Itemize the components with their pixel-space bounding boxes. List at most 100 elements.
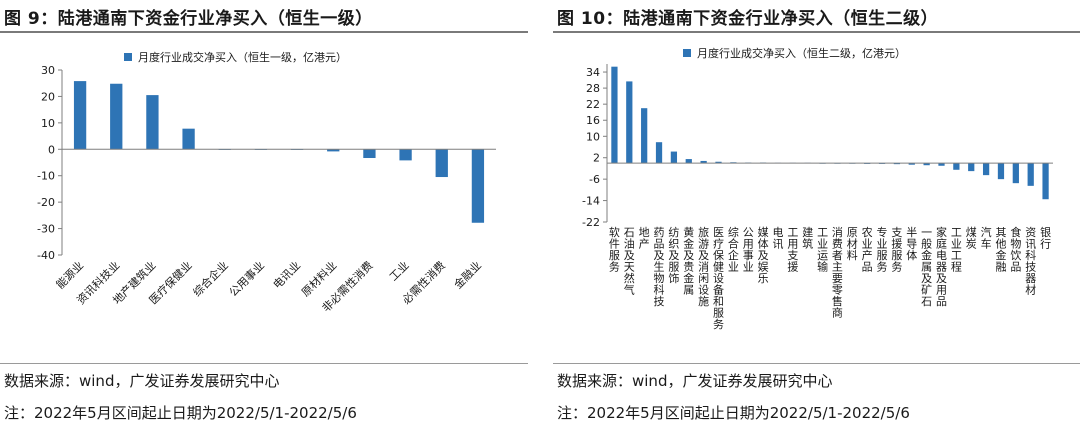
y-tick-label: -20 <box>37 196 55 209</box>
category-label: 公用事业 <box>227 259 267 299</box>
category-label: 一般金属及矿石 <box>921 226 932 308</box>
category-label: 旅游及消闲设施 <box>698 225 709 308</box>
data-bar <box>641 108 648 164</box>
y-tick-label: -6 <box>589 173 600 186</box>
category-label: 支援服务 <box>891 226 902 274</box>
chart-sector-level2: 月度行业成交净买入（恒生二级，亿港元） 34 28 22 16 10 2 -6 -14 -22 软件… <box>582 46 1053 331</box>
category-label: 地产 <box>639 226 650 251</box>
data-bar <box>399 149 412 161</box>
category-label: 媒体及娱乐 <box>758 226 769 285</box>
legend: 月度行业成交净买入（恒生一级，亿港元） <box>124 50 347 64</box>
data-bar <box>471 149 485 223</box>
y-tick-label: -14 <box>582 195 600 208</box>
footer-divider <box>553 363 1080 364</box>
y-tick-label: 0 <box>48 143 55 156</box>
y-tick-label: 22 <box>586 98 600 111</box>
data-bar <box>953 163 960 170</box>
left-figure-panel: 图 9：陆港通南下资金行业净买入（恒生一级） 月度行业成交净买入（恒生一级，亿港… <box>0 0 528 427</box>
figure-title: 图 9：陆港通南下资金行业净买入（恒生一级） <box>4 9 373 29</box>
y-tick-label: 16 <box>586 114 600 127</box>
category-label: 工业 <box>387 259 412 284</box>
title-divider <box>553 31 1080 33</box>
data-bar <box>1012 163 1019 184</box>
y-tick-label: 30 <box>41 64 55 77</box>
data-bar <box>923 163 930 166</box>
category-label: 家庭电器及用品 <box>936 225 947 308</box>
category-label: 纺织及服饰 <box>668 225 679 285</box>
y-tick-label: -40 <box>37 249 55 262</box>
data-bar <box>715 161 722 164</box>
category-label: 资讯科技器材 <box>1025 226 1036 297</box>
category-label: 黄金及贵金属 <box>683 225 694 297</box>
data-bar <box>110 83 123 150</box>
category-label: 综合企业 <box>190 258 231 299</box>
data-bar <box>363 149 376 159</box>
category-label: 原材料 <box>847 226 858 262</box>
data-bar <box>938 163 945 166</box>
y-tick-label: 28 <box>586 82 600 95</box>
data-bar <box>893 163 901 165</box>
category-label: 公用事业 <box>743 226 754 274</box>
category-label: 消费者主要零售商 <box>832 225 843 320</box>
data-bar <box>670 151 678 164</box>
y-tick-label: 10 <box>41 117 55 130</box>
category-label: 食物饮品 <box>1010 225 1021 274</box>
data-bar <box>626 81 633 164</box>
data-bar <box>146 95 159 150</box>
data-source-note: 数据来源：wind，广发证券发展研究中心 <box>557 372 833 390</box>
y-tick-label: 10 <box>586 130 600 143</box>
legend: 月度行业成交净买入（恒生二级，亿港元） <box>683 46 906 60</box>
chart-sector-level1: 月度行业成交净买入（恒生一级，亿港元） 30 20 10 0 -10 -20 -30 -40能源… <box>37 50 496 315</box>
legend-label: 月度行业成交净买入（恒生二级，亿港元） <box>697 46 906 60</box>
category-label: 石油及天然气 <box>624 226 635 297</box>
y-tick-label: -22 <box>582 216 600 229</box>
data-bar <box>908 163 915 165</box>
category-label: 工业运输 <box>817 226 828 274</box>
figure-title: 图 10：陆港通南下资金行业净买入（恒生二级） <box>557 9 939 29</box>
legend-swatch <box>124 53 132 61</box>
category-label: 建筑 <box>802 225 813 251</box>
category-label: 银行 <box>1040 225 1051 251</box>
data-bar <box>685 159 692 164</box>
y-tick-label: -30 <box>37 223 55 236</box>
category-label: 农业产品 <box>862 225 873 274</box>
category-label: 工用支援 <box>787 226 798 274</box>
data-bar <box>700 160 707 164</box>
data-bar <box>611 66 618 164</box>
category-label: 电讯 <box>772 226 783 251</box>
date-range-note: 注：2022年5月区间起止日期为2022/5/1-2022/5/6 <box>4 404 357 422</box>
category-label: 工业工程 <box>951 226 962 274</box>
right-figure-panel: 图 10：陆港通南下资金行业净买入（恒生二级） 月度行业成交净买入（恒生二级，亿… <box>553 0 1080 427</box>
y-tick-label: -10 <box>37 170 55 183</box>
category-label: 汽车 <box>981 225 992 251</box>
y-tick-label: 20 <box>41 90 55 103</box>
data-source-note: 数据来源：wind，广发证券发展研究中心 <box>4 372 280 390</box>
data-bar <box>182 128 195 150</box>
data-bar <box>327 149 340 152</box>
data-bar <box>1027 163 1034 186</box>
y-tick-label: 34 <box>586 66 600 79</box>
data-bar <box>968 163 975 172</box>
category-label: 金融业 <box>451 258 484 291</box>
data-bar <box>997 163 1005 180</box>
data-bar <box>1042 163 1049 200</box>
category-label: 软件服务 <box>609 225 620 274</box>
category-label: 综合企业 <box>728 225 739 274</box>
category-label: 药品及生物科技 <box>654 226 665 308</box>
legend-label: 月度行业成交净买入（恒生一级，亿港元） <box>138 50 347 64</box>
category-label: 医疗保健设备和服务 <box>713 226 724 331</box>
category-label: 其他金融 <box>995 226 1006 274</box>
data-bar <box>982 163 990 176</box>
category-label: 半导体 <box>906 225 917 262</box>
category-label: 煤炭 <box>966 226 977 251</box>
data-bar <box>655 142 663 164</box>
legend-swatch <box>683 49 691 57</box>
category-label: 专业服务 <box>877 225 888 274</box>
footer-divider <box>0 363 528 364</box>
category-label: 能源业 <box>53 258 86 291</box>
y-tick-label: 2 <box>593 152 600 165</box>
category-label: 电讯业 <box>271 259 304 292</box>
data-bar <box>435 149 448 178</box>
title-divider <box>0 31 528 33</box>
data-bar <box>73 81 87 150</box>
